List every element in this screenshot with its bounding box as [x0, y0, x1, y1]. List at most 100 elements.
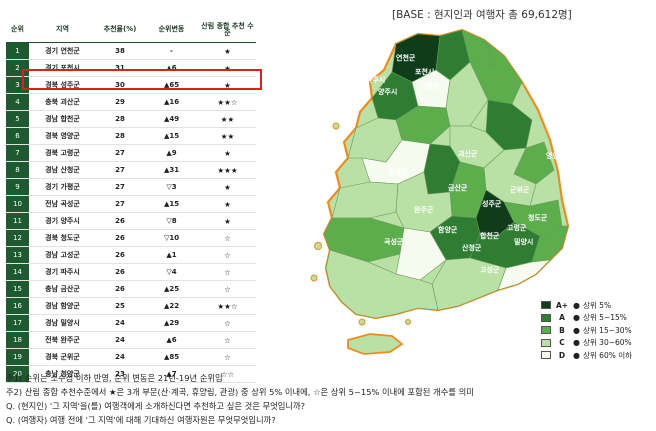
change-cell: ▲25: [144, 280, 199, 298]
score-cell: 30: [96, 76, 144, 94]
table-row: 6 경북 영양군 28 ▲15 ★★: [6, 127, 256, 145]
legend-swatch: [541, 351, 551, 360]
stars-cell: ★★: [199, 127, 256, 145]
stars-cell: ★: [199, 178, 256, 196]
table-row: 9 경기 가평군 27 ▽3 ★: [6, 178, 256, 196]
rank-cell: 18: [6, 331, 29, 349]
footnotes: 주1) 순위는 소수점 이하 반영, 순위 변동은 21년-19년 순위임 주2…: [6, 371, 656, 427]
rank-cell: 20: [6, 365, 29, 383]
table-row: 7 경북 고령군 27 ▲9 ★: [6, 144, 256, 162]
stars-cell: ★★☆: [199, 93, 256, 111]
rank-cell: 14: [6, 263, 29, 281]
map-label: 포천시: [415, 67, 434, 76]
table-row: 17 경남 밀양시 24 ▲29 ☆: [6, 314, 256, 332]
score-cell: 27: [96, 144, 144, 162]
score-cell: 28: [96, 110, 144, 128]
change-cell: ▲49: [144, 110, 199, 128]
change-cell: ▲6: [144, 331, 199, 349]
table-row: 18 전북 완주군 24 ▲6 ☆: [6, 331, 256, 349]
table-row: 4 충북 괴산군 29 ▲16 ★★☆: [6, 93, 256, 111]
legend-grade: B: [559, 325, 565, 335]
map-label: 영양군: [546, 151, 566, 160]
island-dot: [405, 319, 411, 325]
change-cell: -: [144, 42, 199, 60]
legend-label: 상위 15~30%: [582, 325, 632, 335]
question-2: Q. (여행자) 여행 전에 '그 지역'에 대해 기대하신 여행자원은 무엇무…: [6, 415, 276, 425]
region-cell: 경기 가평군: [29, 178, 96, 196]
table-row: 3 경북 성주군 30 ▲65 ★: [6, 76, 256, 94]
region-cell: 전북 완주군: [29, 331, 96, 349]
table-row: 11 경기 양주시 26 ▽8 ★: [6, 212, 256, 230]
map-label: 파주시: [366, 75, 385, 84]
legend-label: 상위 5%: [582, 300, 612, 310]
ranking-table: 순위 지역 추천율(%) 순위변동 산림 종합 추천 수준 1 경기 연천군 38-…: [6, 18, 256, 383]
score-cell: 26: [96, 280, 144, 298]
change-cell: ▽8: [144, 212, 199, 230]
score-cell: 29: [96, 93, 144, 111]
legend-grade: A+: [555, 300, 569, 310]
stars-cell: ★★: [199, 110, 256, 128]
score-cell: 31: [96, 59, 144, 77]
legend-grade: A: [559, 313, 565, 323]
map-legend: A+ ● 상위 5% A ● 상위 5~15% B ● 상위 15~30% C …: [541, 299, 632, 362]
legend-label: 상위 60% 이하: [582, 350, 633, 360]
region-southwest-1: [323, 217, 405, 263]
island-dot: [358, 318, 366, 326]
score-cell: 28: [96, 127, 144, 145]
legend-bullet: ●: [573, 300, 580, 310]
stars-cell: ★: [199, 42, 256, 60]
stars-cell: ★: [199, 59, 256, 77]
header-change: 순위변동: [144, 18, 199, 43]
score-cell: 26: [96, 263, 144, 281]
rank-cell: 7: [6, 144, 29, 162]
map-label: 양주시: [378, 87, 397, 96]
legend-item: A+ ● 상위 5%: [541, 299, 632, 312]
change-cell: ▲9: [144, 144, 199, 162]
table-row: 8 경남 산청군 27 ▲31 ★★★: [6, 161, 256, 179]
score-cell: 25: [96, 297, 144, 315]
stars-cell: ☆: [199, 314, 256, 332]
score-cell: 26: [96, 229, 144, 247]
rank-cell: 19: [6, 348, 29, 366]
change-cell: ▲1: [144, 246, 199, 264]
stars-cell: ★★★: [199, 161, 256, 179]
region-cell: 경남 밀양시: [29, 314, 96, 332]
legend-item: D ● 상위 60% 이하: [541, 349, 632, 362]
region-cell: 경기 양주시: [29, 212, 96, 230]
map-label: 연천군: [396, 53, 416, 62]
legend-bullet: ●: [573, 313, 580, 323]
table-row: 13 경남 고성군 26 ▲1 ☆: [6, 246, 256, 264]
base-label: [BASE : 현지인과 여행자 총 69,612명]: [392, 9, 572, 21]
legend-swatch: [541, 301, 551, 310]
map-label: 군위군: [510, 185, 530, 194]
score-cell: 26: [96, 212, 144, 230]
legend-item: C ● 상위 30~60%: [541, 337, 632, 350]
region-cell: 경남 합천군: [29, 110, 96, 128]
score-cell: 24: [96, 314, 144, 332]
table-row: 14 경기 파주시 26 ▽4 ☆: [6, 263, 256, 281]
map-label: 완주군: [414, 205, 434, 214]
map-label: 금산군: [448, 183, 468, 192]
rank-cell: 5: [6, 110, 29, 128]
score-cell: 27: [96, 195, 144, 213]
table-row: 20 충남 청양군 23 ▲7 ☆☆: [6, 365, 256, 383]
stars-cell: ☆☆: [199, 365, 256, 383]
stars-cell: ☆: [199, 246, 256, 264]
map-label: 함양군: [438, 225, 458, 234]
stars-cell: ★: [199, 144, 256, 162]
map-label: 고령군: [507, 223, 527, 232]
score-cell: 26: [96, 246, 144, 264]
map-label: 청도군: [528, 213, 548, 222]
change-cell: ▲85: [144, 348, 199, 366]
map-label: 청양군: [388, 167, 408, 176]
table-row: 12 경북 청도군 26 ▽10 ☆: [6, 229, 256, 247]
table-row: 2 경기 포천시 31 ▲6 ★: [6, 59, 256, 77]
header-rank: 순위: [6, 18, 29, 43]
change-cell: ▽4: [144, 263, 199, 281]
stars-cell: ☆: [199, 280, 256, 298]
region-cell: 경남 고성군: [29, 246, 96, 264]
legend-swatch: [541, 326, 551, 335]
footnote-2: 주2) 산림 종합 추천수준에서 ★은 3개 부문(산·계곡, 휴양림, 관광)…: [6, 387, 474, 397]
island-dot: [332, 122, 340, 130]
change-cell: ▲15: [144, 195, 199, 213]
